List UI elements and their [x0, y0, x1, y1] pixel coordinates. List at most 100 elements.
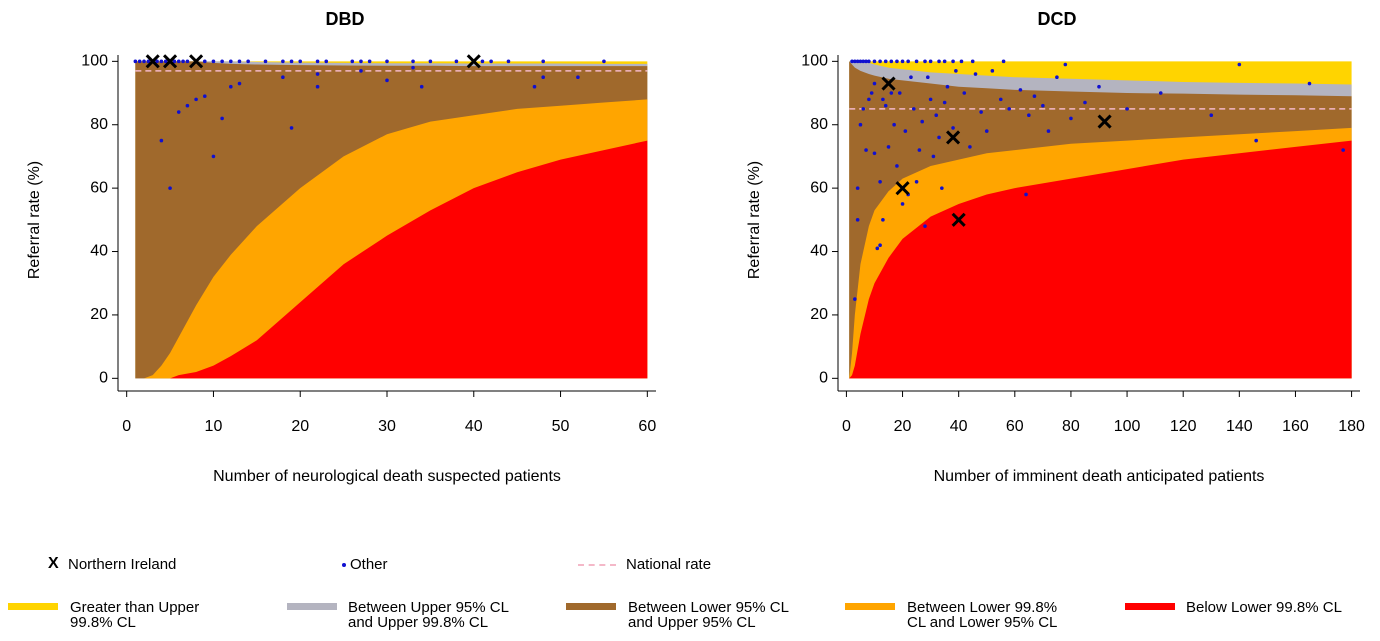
other-point: [853, 297, 857, 301]
legend-label: National rate: [626, 556, 712, 573]
other-point: [906, 59, 910, 64]
other-point: [489, 59, 493, 64]
other-point: [359, 59, 363, 64]
y-axis-label: Referral rate (%): [746, 161, 763, 279]
other-point: [878, 59, 882, 64]
other-point: [973, 72, 978, 76]
other-point: [872, 59, 877, 64]
other-point: [176, 110, 181, 114]
band-area: [849, 140, 1352, 379]
other-point: [315, 84, 320, 89]
other-point: [576, 75, 580, 79]
other-point: [945, 84, 950, 89]
other-point: [1032, 94, 1037, 99]
other-point: [385, 78, 389, 83]
other-point: [917, 148, 922, 152]
other-point: [954, 69, 958, 73]
x-marker: [145, 54, 160, 69]
other-point: [951, 126, 955, 130]
other-point: [911, 107, 916, 111]
other-point: [159, 59, 164, 64]
other-point: [220, 59, 224, 64]
other-point: [185, 103, 190, 108]
other-point: [886, 145, 891, 149]
other-point: [914, 179, 919, 184]
northern-ireland-point: [145, 54, 160, 69]
other-point: [359, 69, 363, 73]
y-tick-label: 100: [801, 53, 828, 70]
x-tick-label: 10: [205, 418, 223, 435]
y-tick-label: 40: [90, 243, 108, 260]
other-point: [1069, 116, 1073, 121]
other-point: [962, 91, 967, 95]
other-point: [858, 59, 863, 64]
other-point: [324, 59, 329, 64]
x-tick-label: 100: [1114, 418, 1141, 435]
other-point: [428, 59, 433, 64]
legend-swatch: [566, 603, 616, 610]
other-point: [289, 59, 294, 64]
northern-ireland-point: [881, 76, 896, 91]
other-point: [532, 84, 537, 89]
other-point: [914, 59, 919, 64]
other-point: [163, 59, 168, 64]
band-area: [135, 140, 648, 379]
other-point: [1125, 107, 1129, 111]
other-point: [940, 186, 944, 190]
x-axis-label: Number of imminent death anticipated pat…: [934, 468, 1265, 485]
other-point: [229, 84, 233, 89]
other-point: [155, 59, 159, 64]
other-point: [998, 97, 1003, 102]
x-tick-label: 40: [950, 418, 968, 435]
other-point: [1018, 88, 1023, 92]
other-point: [861, 59, 866, 64]
other-point: [934, 113, 939, 118]
other-point: [1254, 138, 1258, 143]
other-point: [419, 84, 424, 89]
other-point: [875, 246, 880, 251]
northern-ireland-point: [1097, 114, 1112, 129]
other-point: [937, 135, 941, 140]
northern-ireland-point: [951, 212, 966, 227]
other-point: [315, 72, 320, 76]
legend-label: Below Lower 99.8% CL: [1186, 599, 1342, 616]
other-point: [185, 59, 190, 64]
y-tick-label: 60: [90, 179, 108, 196]
other-point: [159, 138, 164, 143]
other-point: [263, 59, 268, 64]
x-tick-label: 60: [1006, 418, 1024, 435]
other-point: [181, 59, 185, 64]
other-point: [1237, 62, 1242, 67]
other-point: [892, 122, 896, 127]
x-marker: [1097, 114, 1112, 129]
other-point: [867, 97, 871, 102]
x-tick-label: 80: [1062, 418, 1080, 435]
other-point: [926, 75, 930, 79]
other-point: [1041, 103, 1045, 108]
northern-ireland-point: [946, 130, 961, 145]
other-point: [1046, 129, 1051, 133]
other-point: [984, 129, 989, 133]
other-point: [281, 75, 285, 79]
other-point: [1097, 84, 1101, 89]
y-tick-label: 60: [810, 179, 828, 196]
x-tick-label: 40: [465, 418, 483, 435]
other-point: [367, 59, 372, 64]
other-point: [881, 97, 885, 102]
other-point: [411, 59, 415, 64]
other-point: [385, 59, 389, 64]
other-point: [858, 122, 863, 127]
other-point: [541, 75, 545, 79]
other-point: [172, 59, 177, 64]
other-point: [942, 59, 947, 64]
other-point: [881, 218, 885, 222]
other-point: [878, 243, 882, 247]
x-tick-label: 0: [842, 418, 851, 435]
other-point: [878, 179, 882, 184]
legend-symbol: X: [48, 555, 59, 572]
other-point: [883, 103, 888, 108]
x-tick-label: 20: [894, 418, 912, 435]
other-point: [281, 59, 285, 64]
x-tick-label: 30: [378, 418, 396, 435]
x-tick-label: 180: [1338, 418, 1365, 435]
